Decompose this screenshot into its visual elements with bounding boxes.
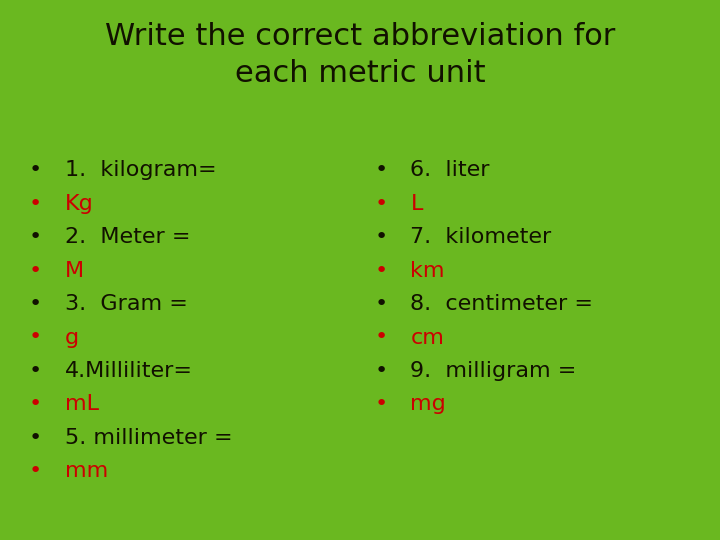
Text: 2.  Meter =: 2. Meter = [65,227,190,247]
Text: 6.  liter: 6. liter [410,160,490,180]
Text: mg: mg [410,394,446,415]
Text: Kg: Kg [65,193,94,214]
Text: 5. millimeter =: 5. millimeter = [65,428,233,448]
Text: •: • [374,160,387,180]
Text: •: • [374,294,387,314]
Text: •: • [29,327,42,348]
Text: •: • [29,160,42,180]
Text: •: • [29,193,42,214]
Text: mL: mL [65,394,99,415]
Text: g: g [65,327,79,348]
Text: 3.  Gram =: 3. Gram = [65,294,188,314]
Text: •: • [29,394,42,415]
Text: cm: cm [410,327,444,348]
Text: •: • [374,327,387,348]
Text: •: • [29,294,42,314]
Text: 9.  milligram =: 9. milligram = [410,361,577,381]
Text: •: • [374,260,387,281]
Text: •: • [29,260,42,281]
Text: 4.Milliliter=: 4.Milliliter= [65,361,193,381]
Text: •: • [374,394,387,415]
Text: 1.  kilogram=: 1. kilogram= [65,160,217,180]
Text: L: L [410,193,423,214]
Text: •: • [29,428,42,448]
Text: •: • [374,361,387,381]
Text: •: • [374,227,387,247]
Text: 8.  centimeter =: 8. centimeter = [410,294,593,314]
Text: mm: mm [65,461,108,482]
Text: •: • [29,361,42,381]
Text: •: • [29,227,42,247]
Text: M: M [65,260,84,281]
Text: •: • [29,461,42,482]
Text: Write the correct abbreviation for
each metric unit: Write the correct abbreviation for each … [105,22,615,87]
Text: km: km [410,260,445,281]
Text: •: • [374,193,387,214]
Text: 7.  kilometer: 7. kilometer [410,227,552,247]
